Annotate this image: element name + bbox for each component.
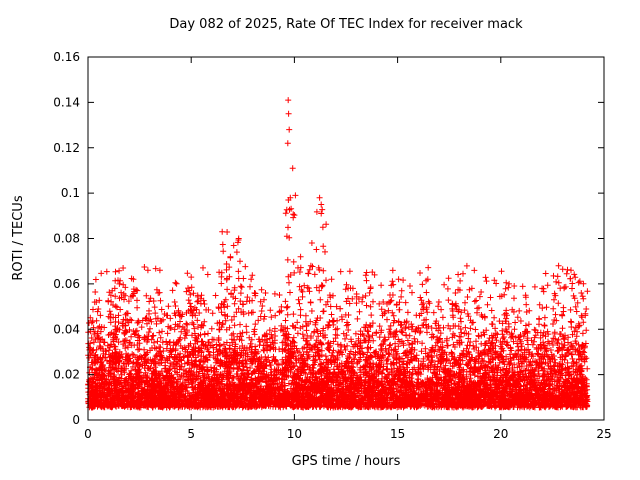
y-tick-label: 0.02 [53,368,80,382]
x-tick-label: 0 [84,427,92,441]
x-tick-label: 20 [493,427,508,441]
x-tick-label: 15 [390,427,405,441]
y-tick-label: 0 [72,413,80,427]
y-tick-label: 0.12 [53,141,80,155]
x-tick-label: 10 [287,427,302,441]
y-tick-label: 0.16 [53,50,80,64]
x-tick-label: 5 [187,427,195,441]
x-tick-label: 25 [596,427,611,441]
tick-marks-and-labels: 0 5 10 15 20 25 0 0.02 0.04 0.06 0.08 0.1 0.12 0.14 0.… [53,50,611,441]
y-tick-label: 0.04 [53,322,80,336]
scatter-points-layer [85,97,591,411]
chart-title: Day 082 of 2025, Rate Of TEC Index for r… [169,17,523,32]
y-tick-label: 0.14 [53,95,80,109]
scatter-points [85,97,591,411]
y-axis-label: ROTI / TECUs [11,195,26,280]
y-tick-label: 0.08 [53,232,80,246]
x-axis-label: GPS time / hours [292,454,401,469]
y-tick-label: 0.06 [53,277,80,291]
y-tick-label: 0.1 [61,186,80,200]
